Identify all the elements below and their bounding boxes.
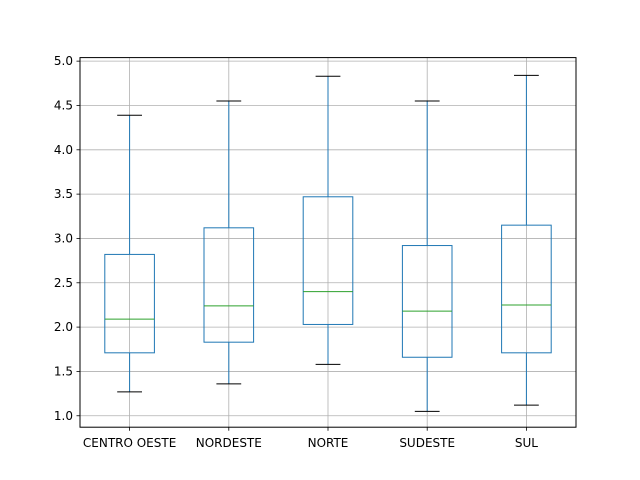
- x-tick-label: CENTRO OESTE: [83, 436, 176, 450]
- box-sudeste: [401, 100, 453, 412]
- axis-ticks: 1.0 1.5 2.0 2.5 3.0 3.5 4.0 4.5 5.0 CENTRO OESTE N…: [54, 54, 538, 450]
- y-tick-label: 2.0: [54, 320, 73, 334]
- y-tick-label: 4.5: [54, 98, 73, 112]
- y-tick-label: 1.5: [54, 364, 73, 378]
- iqr-box: [203, 227, 255, 343]
- iqr-box: [501, 224, 552, 354]
- iqr-box: [104, 253, 155, 354]
- y-tick-label: 3.0: [54, 231, 73, 245]
- iqr-box: [302, 196, 354, 325]
- y-tick-label: 1.0: [54, 409, 73, 423]
- box-sul: [501, 74, 552, 406]
- box-centro-oeste: [104, 114, 155, 393]
- y-tick-label: 3.5: [54, 187, 73, 201]
- box-nordeste: [203, 100, 255, 385]
- y-tick-label: 4.0: [54, 143, 73, 157]
- y-tick-label: 2.5: [54, 276, 73, 290]
- y-tick-label: 5.0: [54, 54, 73, 68]
- boxes-layer: [104, 74, 552, 412]
- x-tick-label: NORDESTE: [196, 436, 262, 450]
- x-tick-label: SUL: [515, 436, 538, 450]
- box-norte: [302, 75, 354, 365]
- x-tick-label: SUDESTE: [399, 436, 455, 450]
- iqr-box: [401, 245, 453, 358]
- x-tick-label: NORTE: [308, 436, 349, 450]
